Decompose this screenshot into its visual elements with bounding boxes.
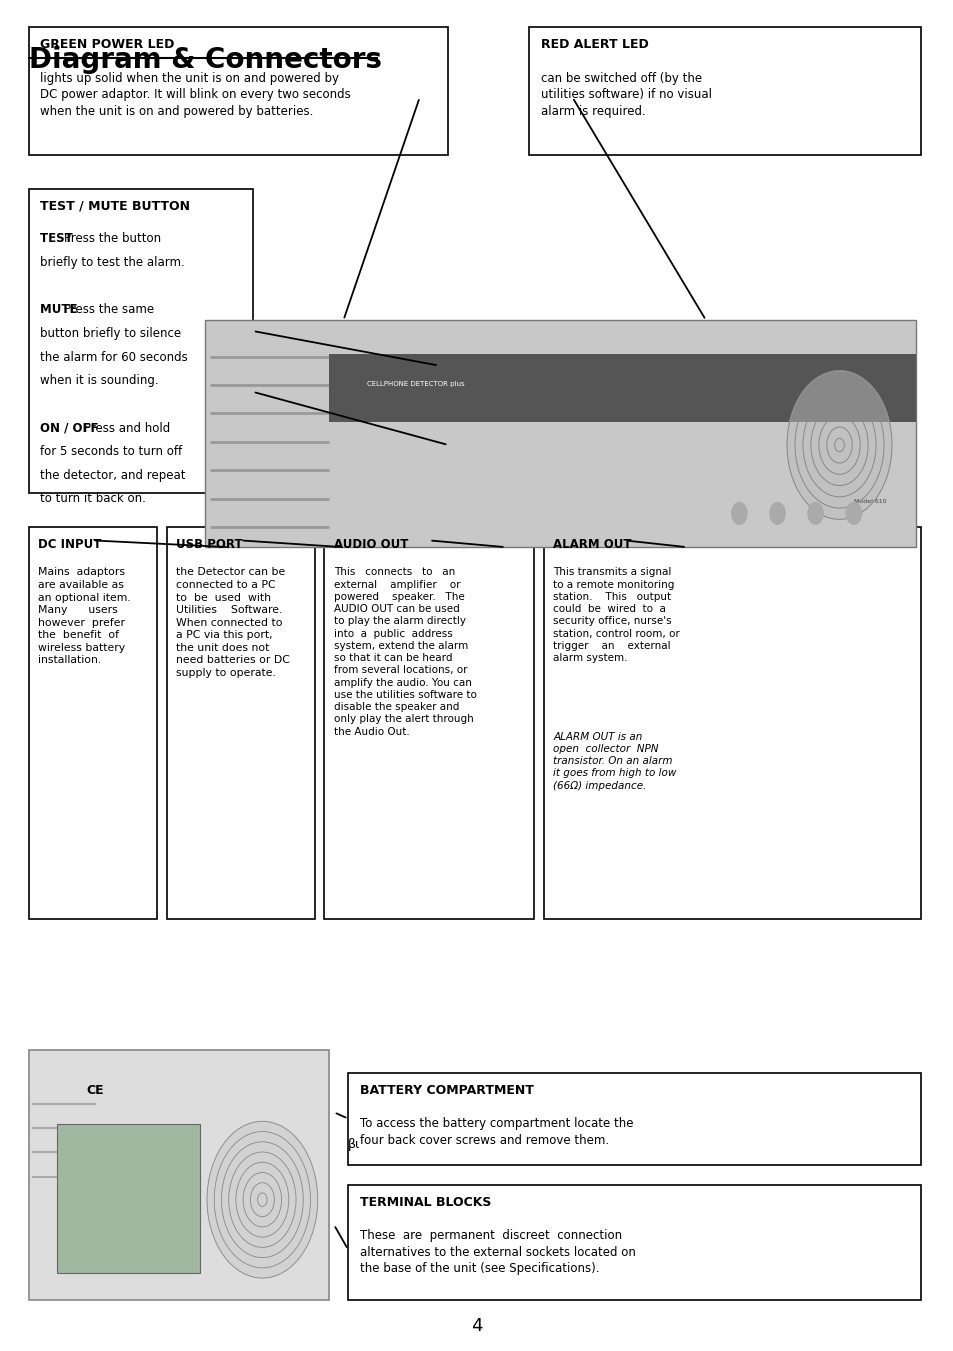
Text: briefly to test the alarm.: briefly to test the alarm. <box>40 257 185 269</box>
Circle shape <box>845 503 861 524</box>
FancyBboxPatch shape <box>29 27 448 155</box>
FancyBboxPatch shape <box>348 1185 920 1300</box>
Text: Press the same: Press the same <box>65 303 154 316</box>
Circle shape <box>731 503 746 524</box>
Text: DC INPUT: DC INPUT <box>38 538 101 551</box>
Text: 4: 4 <box>471 1317 482 1335</box>
Text: TEST / MUTE BUTTON: TEST / MUTE BUTTON <box>40 200 190 213</box>
FancyBboxPatch shape <box>348 1073 920 1165</box>
Text: This transmits a signal
to a remote monitoring
station.    This   output
could  : This transmits a signal to a remote moni… <box>553 567 679 663</box>
FancyBboxPatch shape <box>29 1050 329 1300</box>
FancyBboxPatch shape <box>543 527 920 919</box>
Text: to turn it back on.: to turn it back on. <box>40 492 146 505</box>
FancyBboxPatch shape <box>324 527 534 919</box>
Text: Model 610: Model 610 <box>853 500 885 504</box>
Text: TERMINAL BLOCKS: TERMINAL BLOCKS <box>359 1196 491 1209</box>
Text: the detector, and repeat: the detector, and repeat <box>40 469 186 482</box>
Text: USB PORT: USB PORT <box>176 538 243 551</box>
Text: GREEN POWER LED: GREEN POWER LED <box>40 38 174 51</box>
Text: These  are  permanent  discreet  connection
alternatives to the external sockets: These are permanent discreet connection … <box>359 1229 635 1275</box>
Text: ALARM OUT: ALARM OUT <box>553 538 631 551</box>
Text: CE: CE <box>87 1084 104 1097</box>
Text: MUTE: MUTE <box>40 303 82 316</box>
Text: Mains  adaptors
are available as
an optional item.
Many      users
however  pref: Mains adaptors are available as an optio… <box>38 567 131 665</box>
Text: TEST: TEST <box>40 232 77 246</box>
FancyBboxPatch shape <box>167 527 314 919</box>
Text: the Detector can be
connected to a PC
to  be  used  with
Utilities    Software.
: the Detector can be connected to a PC to… <box>176 567 290 678</box>
FancyBboxPatch shape <box>329 354 915 423</box>
Text: the alarm for 60 seconds: the alarm for 60 seconds <box>40 350 188 363</box>
Text: To access the battery compartment locate the
four back cover screws and remove t: To access the battery compartment locate… <box>359 1117 633 1147</box>
Circle shape <box>807 503 822 524</box>
FancyBboxPatch shape <box>205 320 915 547</box>
Text: Diagram & Connectors: Diagram & Connectors <box>29 46 381 74</box>
Text: can be switched off (by the
utilities software) if no visual
alarm is required.: can be switched off (by the utilities so… <box>540 72 711 118</box>
Circle shape <box>769 503 784 524</box>
Text: ALARM OUT is an
open  collector  NPN
transistor. On an alarm
it goes from high t: ALARM OUT is an open collector NPN trans… <box>553 732 676 790</box>
Text: βι: βι <box>348 1138 360 1151</box>
Text: ON / OFF: ON / OFF <box>40 422 103 435</box>
FancyBboxPatch shape <box>29 189 253 493</box>
Text: RED ALERT LED: RED ALERT LED <box>540 38 648 51</box>
FancyBboxPatch shape <box>29 527 157 919</box>
Text: BATTERY COMPARTMENT: BATTERY COMPARTMENT <box>359 1084 533 1097</box>
FancyBboxPatch shape <box>529 27 920 155</box>
Text: CELLPHONE DETECTOR plus: CELLPHONE DETECTOR plus <box>367 381 464 386</box>
Text: Press the button: Press the button <box>65 232 161 246</box>
Text: This   connects   to   an
external    amplifier    or
powered    speaker.   The
: This connects to an external amplifier o… <box>334 567 476 736</box>
Circle shape <box>207 1121 317 1278</box>
Circle shape <box>786 370 891 519</box>
FancyBboxPatch shape <box>57 1124 200 1273</box>
Text: lights up solid when the unit is on and powered by
DC power adaptor. It will bli: lights up solid when the unit is on and … <box>40 72 351 118</box>
Text: AUDIO OUT: AUDIO OUT <box>334 538 408 551</box>
Text: button briefly to silence: button briefly to silence <box>40 327 181 340</box>
Text: Press and hold: Press and hold <box>84 422 170 435</box>
Text: when it is sounding.: when it is sounding. <box>40 374 158 388</box>
Text: for 5 seconds to turn off: for 5 seconds to turn off <box>40 444 182 458</box>
